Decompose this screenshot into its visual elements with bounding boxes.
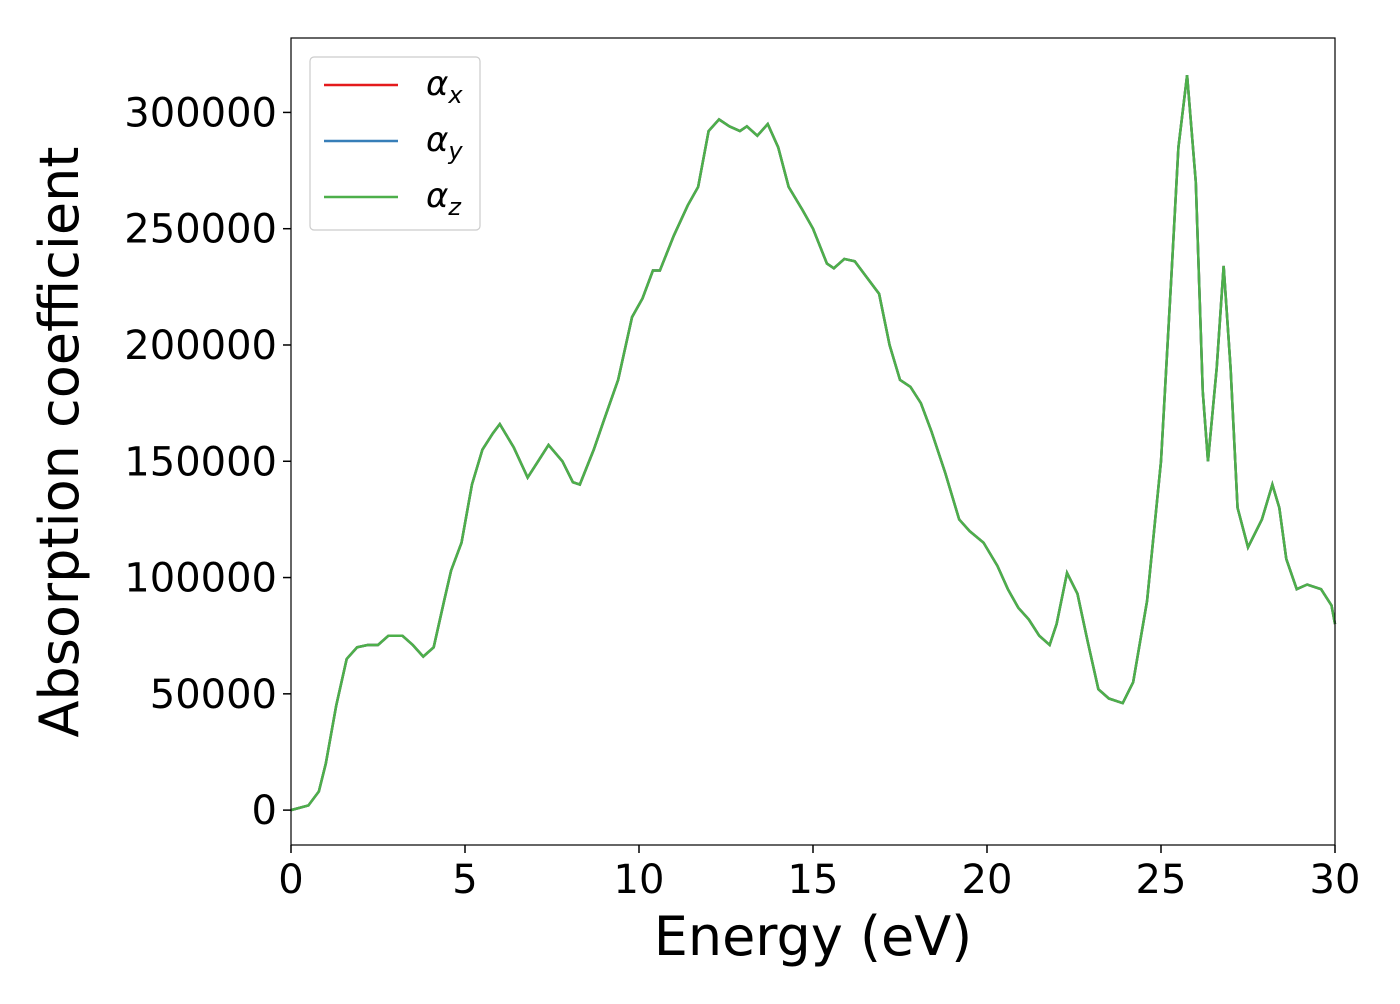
y-tick-label: 0 — [252, 788, 277, 834]
x-tick-label: 15 — [788, 857, 839, 903]
x-tick-label: 5 — [452, 857, 477, 903]
y-tick-label: 150000 — [124, 439, 277, 485]
y-tick-label: 300000 — [124, 90, 277, 136]
x-tick-label: 30 — [1310, 857, 1361, 903]
y-tick-label: 50000 — [150, 672, 277, 718]
x-axis-label: Energy (eV) — [654, 905, 973, 968]
legend-label: αy — [426, 120, 463, 165]
y-axis-label: Absorption coefficient — [28, 147, 91, 738]
y-tick-label: 100000 — [124, 556, 277, 602]
legend-box — [309, 56, 481, 231]
legend-label: αx — [426, 64, 463, 109]
x-tick-label: 20 — [962, 857, 1013, 903]
legend-label: αz — [426, 176, 462, 221]
x-tick-label: 10 — [614, 857, 665, 903]
x-tick-label: 25 — [1136, 857, 1187, 903]
series-line — [290, 75, 1337, 812]
x-tick-label: 0 — [278, 857, 303, 903]
y-tick-label: 200000 — [124, 323, 277, 369]
plot-frame — [290, 37, 1336, 846]
y-tick-label: 250000 — [124, 207, 277, 253]
